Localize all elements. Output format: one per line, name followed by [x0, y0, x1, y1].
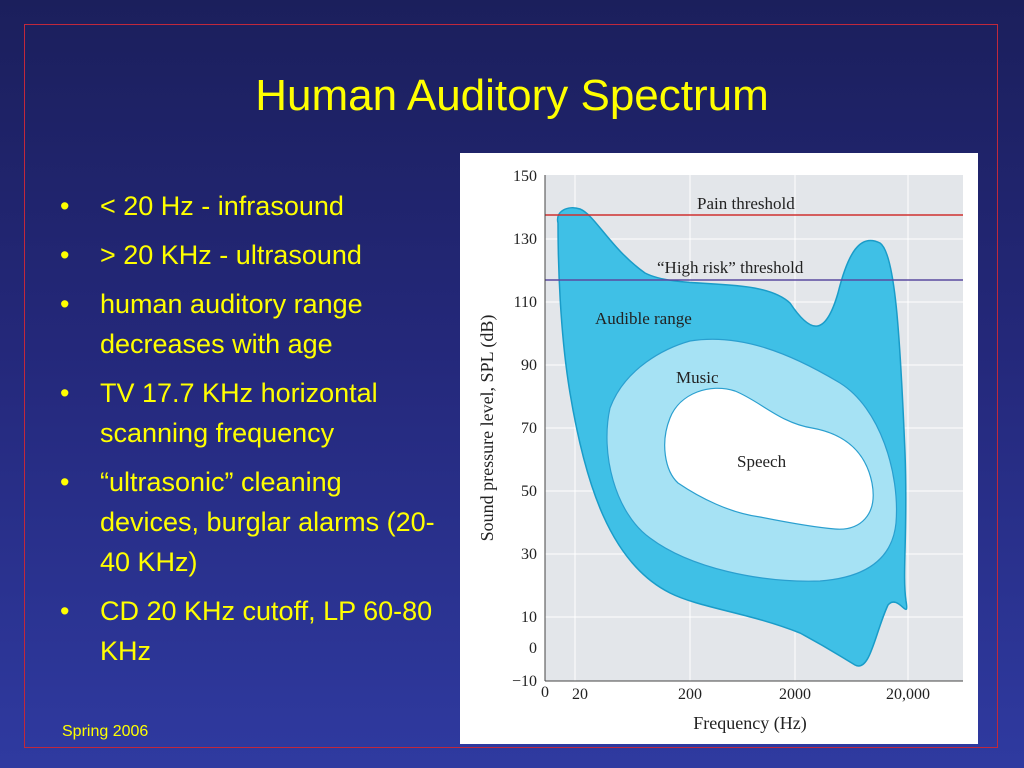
y-tick-label: 50 [521, 483, 537, 500]
bullet-text: < 20 Hz - infrasound [100, 191, 344, 221]
x-tick-label: 0 [541, 684, 549, 701]
slide-footer: Spring 2006 [62, 723, 149, 740]
x-tick-label: 20,000 [886, 686, 930, 703]
bullet-list: • < 20 Hz - infrasound • > 20 KHz - ultras… [60, 186, 445, 680]
bullet-icon: • [60, 378, 70, 408]
audible-range-label: Audible range [595, 309, 692, 328]
y-tick-label: 10 [521, 609, 537, 626]
y-tick-label: 70 [521, 420, 537, 437]
y-tick-label: 110 [514, 294, 537, 311]
auditory-spectrum-diagram: Pain threshold “High risk” threshold Aud… [477, 168, 963, 734]
bullet-item: • human auditory range decreases with age [60, 284, 445, 364]
bullet-icon: • [60, 467, 70, 497]
x-tick-labels: 0 20 200 2000 20,000 [541, 684, 930, 703]
bullet-icon: • [60, 240, 70, 270]
x-tick-label: 200 [678, 686, 702, 703]
y-axis-title: Sound pressure level, SPL (dB) [477, 315, 498, 542]
bullet-icon: • [60, 191, 70, 221]
high-risk-threshold-label: “High risk” threshold [657, 258, 804, 277]
pain-threshold-label: Pain threshold [697, 194, 795, 213]
x-tick-label: 20 [572, 686, 588, 703]
bullet-text: “ultrasonic” cleaning devices, burglar a… [100, 467, 435, 577]
music-label: Music [676, 368, 719, 387]
bullet-item: • > 20 KHz - ultrasound [60, 235, 445, 275]
bullet-item: • CD 20 KHz cutoff, LP 60-80 KHz [60, 591, 445, 671]
slide-frame [24, 24, 998, 748]
bullet-text: CD 20 KHz cutoff, LP 60-80 KHz [100, 596, 433, 666]
bullet-text: > 20 KHz - ultrasound [100, 240, 362, 270]
y-tick-label: 130 [513, 231, 537, 248]
bullet-item: • < 20 Hz - infrasound [60, 186, 445, 226]
bullet-icon: • [60, 289, 70, 319]
y-tick-label: −10 [512, 673, 537, 690]
bullet-item: • TV 17.7 KHz horizontal scanning frequen… [60, 373, 445, 453]
y-tick-label: 90 [521, 357, 537, 374]
y-tick-label: 0 [529, 640, 537, 657]
y-tick-label: 30 [521, 546, 537, 563]
auditory-figure: Pain threshold “High risk” threshold Aud… [460, 153, 978, 744]
bullet-item: • “ultrasonic” cleaning devices, burglar … [60, 462, 445, 582]
x-tick-label: 2000 [779, 686, 811, 703]
bullet-text: human auditory range decreases with age [100, 289, 363, 359]
x-axis-title: Frequency (Hz) [693, 713, 806, 734]
bullet-icon: • [60, 596, 70, 626]
y-tick-labels: 150 130 110 90 70 50 30 10 0 −10 [512, 168, 537, 690]
slide-title: Human Auditory Spectrum [255, 71, 769, 120]
bullet-text: TV 17.7 KHz horizontal scanning frequenc… [100, 378, 378, 448]
speech-region [664, 387, 874, 530]
y-tick-label: 150 [513, 168, 537, 185]
speech-label: Speech [737, 452, 787, 471]
